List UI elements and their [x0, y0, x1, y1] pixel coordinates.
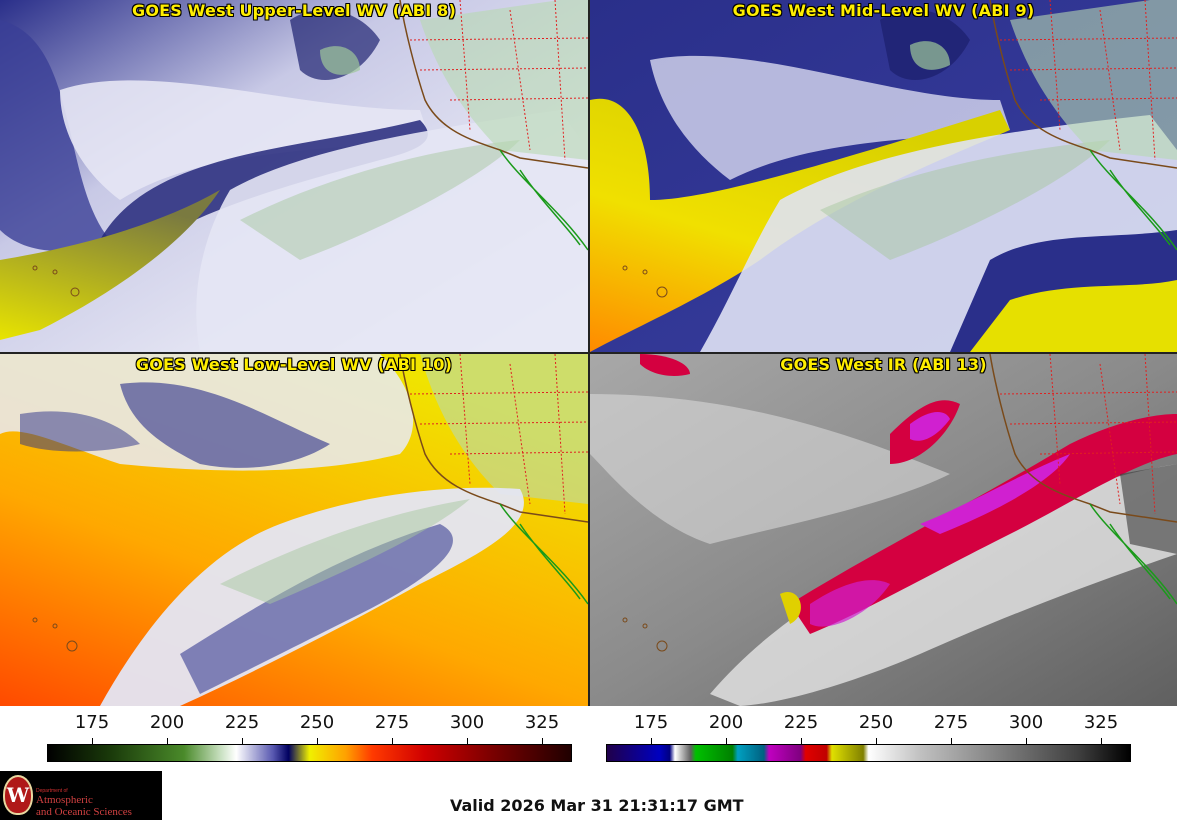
ir-colorbar-tick-mark: [651, 738, 652, 744]
ir-colorbar-tick-label: 200: [708, 712, 744, 733]
ir-colorbar-tick-label: 250: [858, 712, 894, 733]
panel-divider-horizontal: [0, 352, 1177, 354]
ir-colorbar-tick-mark: [951, 738, 952, 744]
wv-colorbar-tick-mark: [167, 738, 168, 744]
logo-dept: Department of: [36, 788, 68, 794]
logo-line1: Atmospheric: [36, 794, 93, 806]
panel-title: GOES West Mid-Level WV (ABI 9): [732, 1, 1035, 20]
wv-colorbar-tick-mark: [92, 738, 93, 744]
wv-colorbar-gradient: [47, 744, 572, 762]
ir-colorbar-tick-mark: [801, 738, 802, 744]
panel-low-level-wv: GOES West Low-Level WV (ABI 10): [0, 354, 588, 706]
wv-colorbar-tick-label: 200: [149, 712, 185, 733]
seal-letter: W: [6, 783, 30, 807]
wv-colorbar-tick-mark: [242, 738, 243, 744]
university-seal-icon: W: [3, 775, 33, 815]
ir-colorbar: 175 200 225 250 275 300 325: [606, 712, 1131, 764]
ir-colorbar-tick-label: 300: [1008, 712, 1044, 733]
ir-colorbar-gradient: [606, 744, 1131, 762]
wv-colorbar-tick-label: 275: [374, 712, 410, 733]
wv-colorbar-tick-mark: [467, 738, 468, 744]
ir-image: [590, 354, 1177, 706]
wv-colorbar-tick-mark: [317, 738, 318, 744]
wv-colorbar-tick-label: 325: [524, 712, 560, 733]
valid-time: Valid 2026 Mar 31 21:31:17 GMT: [450, 796, 744, 815]
wv-colorbar-tick-mark: [542, 738, 543, 744]
ir-colorbar-tick-label: 175: [633, 712, 669, 733]
ir-colorbar-tick-label: 275: [933, 712, 969, 733]
wv-colorbar: 175 200 225 250 275 300 325: [47, 712, 572, 764]
panel-title: GOES West Upper-Level WV (ABI 8): [132, 1, 456, 20]
panel-upper-level-wv: GOES West Upper-Level WV (ABI 8): [0, 0, 588, 352]
ir-colorbar-tick-mark: [1101, 738, 1102, 744]
wv-colorbar-tick-label: 225: [224, 712, 260, 733]
university-logo: W Department of Atmospheric and Oceanic …: [0, 771, 162, 820]
ir-colorbar-tick-mark: [1026, 738, 1027, 744]
ir-colorbar-tick-mark: [726, 738, 727, 744]
panel-ir: GOES West IR (ABI 13): [590, 354, 1177, 706]
wv-colorbar-tick-label: 300: [449, 712, 485, 733]
wv-colorbar-tick-mark: [392, 738, 393, 744]
panel-title: GOES West IR (ABI 13): [780, 355, 987, 374]
ir-colorbar-tick-label: 225: [783, 712, 819, 733]
logo-line2: and Oceanic Sciences: [36, 806, 132, 818]
ir-colorbar-tick-mark: [876, 738, 877, 744]
wv-colorbar-tick-label: 250: [299, 712, 335, 733]
upper-level-wv-image: [0, 0, 588, 352]
panel-title: GOES West Low-Level WV (ABI 10): [135, 355, 453, 374]
low-level-wv-image: [0, 354, 588, 706]
ir-colorbar-tick-label: 325: [1083, 712, 1119, 733]
panel-mid-level-wv: GOES West Mid-Level WV (ABI 9): [590, 0, 1177, 352]
mid-level-wv-image: [590, 0, 1177, 352]
wv-colorbar-tick-label: 175: [74, 712, 110, 733]
